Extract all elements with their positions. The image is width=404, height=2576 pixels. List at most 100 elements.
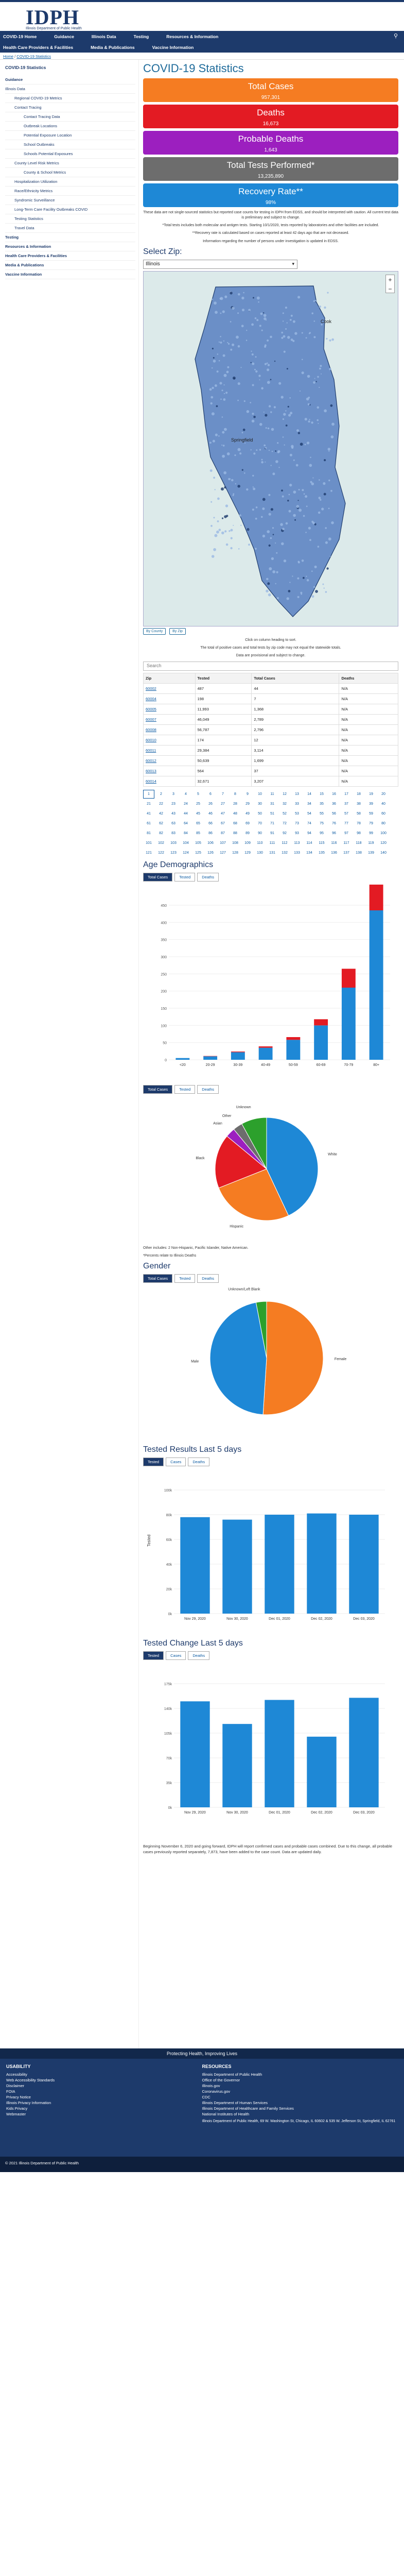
zip-marker[interactable] — [312, 477, 314, 479]
zip-marker[interactable] — [307, 375, 310, 378]
zip-marker[interactable] — [288, 494, 290, 496]
zip-marker[interactable] — [267, 582, 270, 585]
zip-marker[interactable] — [309, 464, 312, 467]
page-link[interactable]: 122 — [155, 849, 167, 858]
footer-link[interactable]: Illinois.gov — [202, 2083, 220, 2088]
zip-marker[interactable] — [226, 452, 230, 455]
page-link[interactable]: 57 — [341, 809, 352, 819]
zip-marker[interactable] — [282, 495, 284, 498]
zip-marker[interactable] — [282, 312, 284, 314]
zip-marker[interactable] — [292, 340, 295, 342]
table-search-input[interactable]: Search — [143, 662, 398, 671]
zip-marker[interactable] — [259, 379, 260, 381]
pie-slice[interactable] — [255, 1301, 267, 1359]
zip-marker[interactable] — [305, 531, 307, 533]
zip-marker[interactable] — [267, 530, 270, 533]
zip-marker[interactable] — [225, 391, 228, 394]
zip-marker[interactable] — [213, 357, 215, 359]
chart-tab[interactable]: Total Cases — [143, 873, 173, 882]
zip-marker[interactable] — [294, 332, 297, 335]
page-link[interactable]: 87 — [217, 829, 229, 838]
zip-marker[interactable] — [252, 474, 254, 477]
table-header[interactable]: Deaths — [339, 673, 398, 684]
zip-marker[interactable] — [270, 465, 272, 466]
footer-link[interactable]: Web Accessibility Standards — [6, 2078, 55, 2082]
pie-slice[interactable] — [266, 1117, 319, 1216]
nav-item[interactable]: Health Care Providers & Facilities — [3, 44, 74, 50]
zip-marker[interactable] — [214, 301, 217, 305]
zip-marker[interactable] — [281, 542, 284, 545]
zip-marker[interactable] — [238, 293, 240, 296]
zip-marker[interactable] — [297, 561, 300, 564]
page-link[interactable]: 21 — [143, 800, 154, 809]
sidebar-item[interactable]: Travel Data — [5, 224, 135, 233]
zip-marker[interactable] — [218, 341, 220, 343]
zip-marker[interactable] — [326, 567, 329, 570]
zip-marker[interactable] — [258, 301, 259, 303]
page-link[interactable]: 98 — [353, 829, 364, 838]
page-link[interactable]: 61 — [143, 819, 154, 828]
sidebar-item[interactable]: Testing Statistics — [5, 214, 135, 224]
zip-marker[interactable] — [319, 305, 321, 308]
zip-marker[interactable] — [298, 488, 300, 490]
zip-marker[interactable] — [243, 292, 244, 294]
zip-marker[interactable] — [259, 325, 261, 327]
page-link[interactable]: 12 — [279, 790, 290, 799]
zip-marker[interactable] — [255, 370, 258, 372]
page-link[interactable]: 131 — [267, 849, 278, 858]
zip-marker[interactable] — [317, 546, 320, 548]
zip-marker[interactable] — [322, 583, 324, 585]
zip-marker[interactable] — [269, 567, 272, 570]
zip-marker[interactable] — [241, 432, 243, 433]
zip-marker[interactable] — [222, 444, 225, 447]
zip-marker[interactable] — [210, 396, 214, 399]
page-link[interactable]: 94 — [304, 829, 315, 838]
page-link[interactable]: 128 — [230, 849, 241, 858]
page-link[interactable]: 101 — [143, 839, 154, 848]
zip-marker[interactable] — [313, 336, 316, 338]
zip-marker[interactable] — [281, 331, 283, 334]
zip-marker[interactable] — [230, 537, 233, 539]
zip-marker[interactable] — [241, 296, 244, 299]
page-link[interactable]: 79 — [365, 819, 377, 828]
zip-marker[interactable] — [282, 528, 285, 531]
zip-link[interactable]: 60005 — [143, 704, 196, 715]
page-link[interactable]: 116 — [328, 839, 340, 848]
page-link[interactable]: 37 — [341, 800, 352, 809]
zip-marker[interactable] — [329, 555, 331, 557]
zip-marker[interactable] — [262, 534, 266, 537]
table-header[interactable]: Total Cases — [251, 673, 340, 684]
zip-marker[interactable] — [275, 542, 276, 544]
zip-marker[interactable] — [283, 335, 286, 338]
zip-marker[interactable] — [233, 376, 236, 380]
zip-marker[interactable] — [271, 428, 274, 431]
zip-marker[interactable] — [263, 411, 265, 413]
zip-marker[interactable] — [294, 519, 296, 521]
zip-marker[interactable] — [239, 514, 241, 517]
zip-marker[interactable] — [290, 412, 293, 415]
zip-marker[interactable] — [237, 345, 240, 348]
page-link[interactable]: 31 — [267, 800, 278, 809]
zip-marker[interactable] — [323, 493, 326, 496]
page-link[interactable]: 95 — [316, 829, 327, 838]
page-link[interactable]: 72 — [279, 819, 290, 828]
zip-marker[interactable] — [286, 368, 288, 370]
zip-marker[interactable] — [287, 335, 290, 339]
zip-marker[interactable] — [320, 499, 322, 501]
zip-marker[interactable] — [221, 444, 223, 446]
zip-marker[interactable] — [230, 320, 232, 323]
page-link[interactable]: 137 — [341, 849, 352, 858]
chart-tab[interactable]: Deaths — [188, 1458, 210, 1467]
page-link[interactable]: 1 — [143, 790, 154, 799]
page-link[interactable]: 114 — [304, 839, 315, 848]
zip-marker[interactable] — [305, 495, 308, 498]
page-link[interactable]: 89 — [242, 829, 253, 838]
zip-marker[interactable] — [275, 583, 276, 584]
zip-marker[interactable] — [289, 318, 292, 321]
zip-marker[interactable] — [261, 329, 263, 331]
zip-marker[interactable] — [297, 577, 300, 580]
zip-marker[interactable] — [248, 309, 251, 312]
zip-marker[interactable] — [319, 479, 320, 481]
page-link[interactable]: 108 — [230, 839, 241, 848]
page-link[interactable]: 118 — [353, 839, 364, 848]
